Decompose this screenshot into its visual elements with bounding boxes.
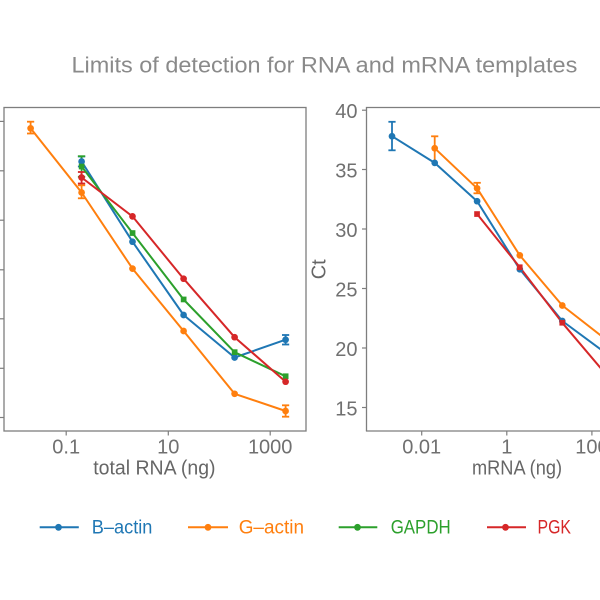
svg-text:total RNA (ng): total RNA (ng) bbox=[93, 458, 215, 480]
svg-text:G–actin: G–actin bbox=[239, 518, 304, 539]
svg-text:0.1: 0.1 bbox=[52, 437, 80, 459]
svg-text:1: 1 bbox=[501, 437, 512, 459]
svg-text:B–actin: B–actin bbox=[92, 518, 153, 539]
svg-text:30: 30 bbox=[335, 220, 357, 242]
svg-text:100: 100 bbox=[575, 437, 600, 459]
svg-text:40: 40 bbox=[335, 101, 357, 123]
svg-text:15: 15 bbox=[335, 398, 357, 420]
svg-text:Ct: Ct bbox=[309, 259, 331, 279]
svg-text:20: 20 bbox=[335, 339, 357, 361]
svg-text:GAPDH: GAPDH bbox=[391, 518, 451, 539]
svg-text:25: 25 bbox=[335, 279, 357, 301]
svg-text:0.01: 0.01 bbox=[402, 437, 441, 459]
svg-text:PGK: PGK bbox=[538, 518, 572, 539]
svg-text:35: 35 bbox=[335, 160, 357, 182]
svg-text:10: 10 bbox=[157, 437, 179, 459]
svg-text:mRNA (ng): mRNA (ng) bbox=[472, 458, 562, 480]
svg-text:Limits of detection for RNA an: Limits of detection for RNA and mRNA tem… bbox=[72, 53, 578, 78]
svg-text:1000: 1000 bbox=[248, 437, 293, 459]
